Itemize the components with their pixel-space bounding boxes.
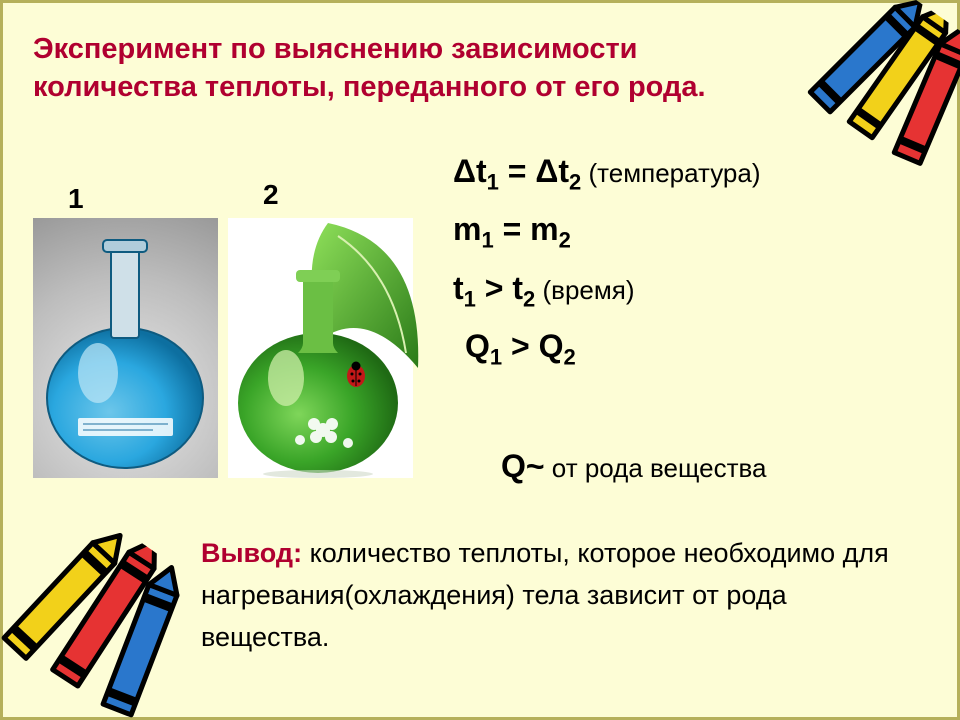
eq-mass: m1 = m2 [453, 211, 761, 253]
flask-2-image [228, 218, 413, 478]
flask-images [33, 218, 423, 478]
slide-title: Эксперимент по выяснению зависимости кол… [33, 31, 763, 106]
conclusion-text: Вывод: количество теплоты, которое необх… [201, 533, 901, 659]
crayon-icon [0, 491, 232, 720]
q-relation: Q~ от рода вещества [501, 448, 766, 485]
flask-label-1: 1 [68, 183, 84, 215]
flask-1-image [33, 218, 218, 478]
flask-label-2: 2 [263, 179, 279, 211]
equation-block: Δt1 = Δt2 (температура) m1 = m2 t1 > t2 … [453, 153, 761, 387]
eq-time: t1 > t2 (время) [453, 270, 761, 312]
eq-delta-t: Δt1 = Δt2 (температура) [453, 153, 761, 195]
crayon-icon [750, 0, 960, 213]
eq-heat: Q1 > Q2 [465, 328, 761, 370]
